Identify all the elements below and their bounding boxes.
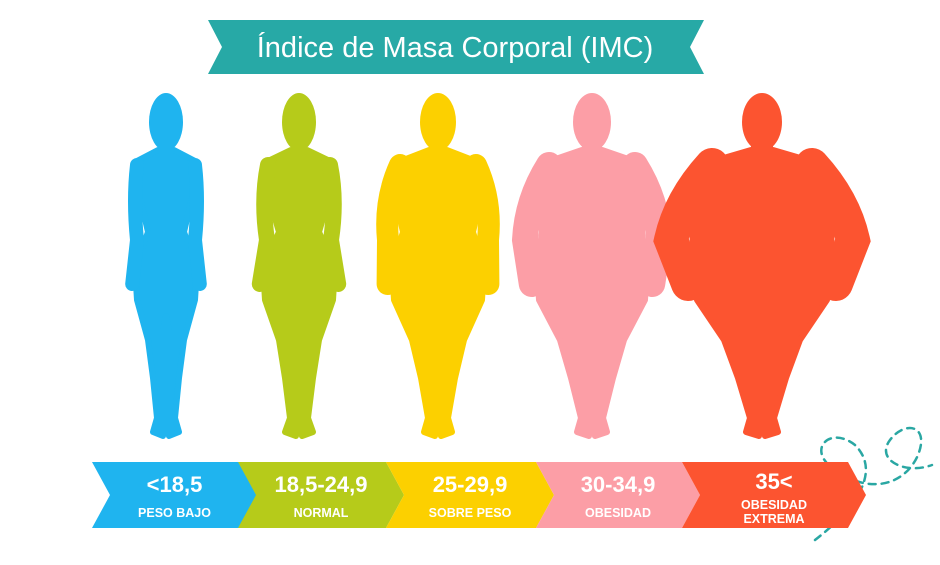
category-arrow-shape: [386, 462, 554, 528]
category-label: OBESIDAD: [585, 506, 651, 520]
silhouette-overweight: [376, 93, 500, 439]
category-arrow: 25-29,9 SOBRE PESO: [386, 462, 554, 528]
torso-shape: [534, 147, 650, 439]
left-arm-shape: [251, 157, 276, 292]
body-silhouettes: [125, 93, 871, 439]
torso-shape: [689, 147, 835, 439]
head-shape: [742, 93, 782, 151]
category-label: PESO BAJO: [138, 506, 211, 520]
page-title: Índice de Masa Corporal (IMC): [257, 31, 653, 64]
category-arrow: <18,5 PESO BAJO: [92, 462, 257, 528]
silhouette-thin: [125, 93, 207, 439]
category-arrow-shape: [536, 462, 700, 528]
category-value: 18,5-24,9: [275, 472, 368, 497]
bmi-category-bar: <18,5 PESO BAJO 18,5-24,9 NORMAL 25-29,9 SOBR…: [92, 462, 866, 528]
right-arm-shape: [795, 148, 871, 301]
left-arm-shape: [653, 148, 729, 301]
category-value: 30-34,9: [581, 472, 656, 497]
category-value: 35<: [755, 469, 792, 494]
category-label: EXTREMA: [743, 512, 804, 526]
banner-body: [222, 20, 690, 74]
left-arm-shape: [511, 152, 562, 297]
silhouette-obese: [511, 93, 673, 439]
left-arm-shape: [376, 154, 411, 295]
left-arm-shape: [125, 158, 145, 291]
silhouette-normal: [251, 93, 347, 439]
torso-shape: [389, 147, 487, 439]
category-arrow-shape: [92, 462, 257, 528]
right-arm-shape: [187, 158, 207, 291]
category-value: 25-29,9: [433, 472, 508, 497]
category-arrow-shape: [238, 462, 404, 528]
category-arrow: 30-34,9 OBESIDAD: [536, 462, 700, 528]
category-arrow: 18,5-24,9 NORMAL: [238, 462, 404, 528]
torso-shape: [260, 147, 338, 439]
category-arrow-shape: [682, 462, 866, 528]
head-shape: [420, 93, 456, 151]
right-arm-shape: [322, 157, 347, 292]
right-arm-shape: [465, 154, 500, 295]
title-banner: Índice de Masa Corporal (IMC): [208, 20, 704, 74]
category-label: NORMAL: [294, 506, 349, 520]
head-shape: [573, 93, 611, 151]
category-label: SOBRE PESO: [429, 506, 512, 520]
torso-shape: [132, 147, 200, 439]
decorative-dashed-loops-icon: [813, 426, 934, 542]
category-value: <18,5: [147, 472, 203, 497]
head-shape: [282, 93, 316, 151]
silhouette-extreme: [653, 93, 871, 439]
category-label: OBESIDAD: [741, 498, 807, 512]
head-shape: [149, 93, 183, 151]
